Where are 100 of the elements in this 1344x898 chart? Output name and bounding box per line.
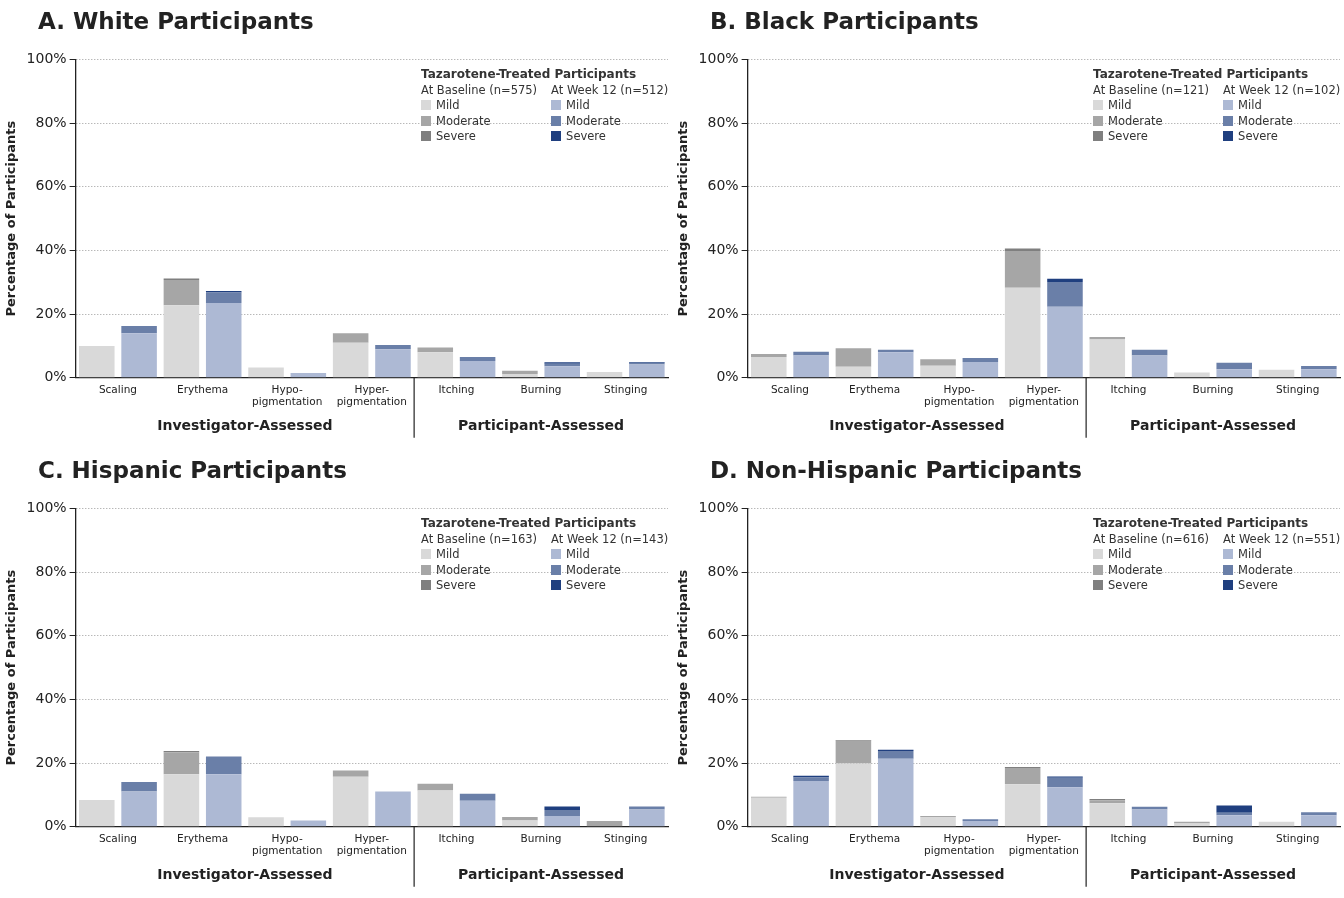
- y-tick-label: 80%: [707, 562, 739, 579]
- x-tick-label: Erythema: [849, 831, 901, 844]
- legend-label: Mild: [436, 547, 460, 562]
- legend-label: Severe: [436, 578, 476, 593]
- y-tick-label: 60%: [707, 177, 739, 194]
- x-tick-label: Burning: [520, 831, 562, 844]
- legend-label: Mild: [436, 98, 460, 113]
- legend-title: Tazarotene-Treated Participants: [421, 67, 638, 83]
- legend-label: Mild: [1238, 547, 1262, 562]
- y-tick-label: 60%: [35, 626, 67, 643]
- legend-label: Mild: [566, 98, 590, 113]
- x-tick-label: Hyper- pigmentation: [1008, 831, 1079, 857]
- x-tick-label: Stinging: [604, 831, 648, 844]
- annotation: At Baseline (n=616): [1093, 531, 1210, 548]
- y-tick-label: 80%: [35, 113, 67, 130]
- x-tick-label: Hyper- pigmentation: [336, 831, 407, 857]
- y-tick-label: 0%: [716, 817, 739, 834]
- legend-label: Moderate: [1108, 113, 1163, 128]
- text: Investigator-Assessed: [157, 866, 333, 883]
- legend-label: Moderate: [1108, 562, 1163, 577]
- x-tick-label: Stinging: [1276, 831, 1320, 844]
- y-tick-label: 100%: [26, 50, 67, 67]
- x-tick-label: Hypo- pigmentation: [924, 831, 995, 857]
- x-tick-label: Erythema: [849, 382, 901, 395]
- legend-label: Severe: [1108, 129, 1148, 144]
- x-tick-label: Burning: [1192, 382, 1234, 395]
- chart-title: B. Black Participants: [710, 8, 979, 34]
- y-axis-title: Percentage of Participants: [3, 120, 19, 317]
- x-tick-label: Itching: [1110, 382, 1147, 395]
- y-tick-label: 40%: [35, 241, 67, 258]
- legend-label: Severe: [1238, 129, 1278, 144]
- x-tick-label: Burning: [1192, 831, 1234, 844]
- x-tick-label: Scaling: [770, 831, 809, 844]
- x-tick-label: Itching: [438, 831, 475, 844]
- annotation: At Baseline (n=163): [421, 531, 538, 548]
- annotation: At Week 12 (n=102): [1223, 82, 1341, 99]
- y-tick-label: 40%: [35, 690, 67, 707]
- text: Investigator-Assessed: [829, 417, 1005, 434]
- legend-label: Moderate: [1238, 113, 1293, 128]
- y-tick-label: 20%: [707, 753, 739, 770]
- legend-title: Tazarotene-Treated Participants: [421, 516, 638, 532]
- y-tick-label: 100%: [698, 50, 739, 67]
- y-axis-title: Percentage of Participants: [3, 569, 19, 766]
- text: Investigator-Assessed: [829, 866, 1005, 883]
- x-tick-label: Hypo- pigmentation: [924, 382, 995, 408]
- legend-label: Moderate: [1238, 562, 1293, 577]
- y-tick-label: 40%: [707, 690, 739, 707]
- x-tick-label: Itching: [1110, 831, 1147, 844]
- x-tick-label: Hypo- pigmentation: [252, 831, 323, 857]
- x-tick-label: Scaling: [770, 382, 809, 395]
- y-axis-title: Percentage of Participants: [675, 120, 691, 317]
- annotation: At Baseline (n=121): [1093, 82, 1210, 99]
- y-tick-label: 20%: [707, 304, 739, 321]
- chart-title: C. Hispanic Participants: [38, 457, 347, 483]
- x-tick-label: Erythema: [177, 382, 229, 395]
- y-tick-label: 0%: [44, 817, 67, 834]
- x-tick-label: Scaling: [98, 382, 137, 395]
- text: Investigator-Assessed: [157, 417, 333, 434]
- x-tick-label: Scaling: [98, 831, 137, 844]
- text: Participant-Assessed: [1130, 866, 1297, 883]
- x-tick-label: Stinging: [1276, 382, 1320, 395]
- x-tick-label: Hyper- pigmentation: [1008, 382, 1079, 408]
- y-tick-label: 20%: [35, 753, 67, 770]
- legend-title: Tazarotene-Treated Participants: [1093, 67, 1310, 83]
- x-tick-label: Erythema: [177, 831, 229, 844]
- annotation: At Week 12 (n=143): [551, 531, 669, 548]
- legend-label: Moderate: [566, 113, 621, 128]
- x-tick-label: Burning: [520, 382, 562, 395]
- legend-label: Mild: [566, 547, 590, 562]
- legend-label: Moderate: [436, 562, 491, 577]
- x-tick-label: Stinging: [604, 382, 648, 395]
- legend-label: Severe: [1108, 578, 1148, 593]
- x-tick-label: Hyper- pigmentation: [336, 382, 407, 408]
- legend-label: Mild: [1108, 98, 1132, 113]
- legend-label: Severe: [566, 578, 606, 593]
- legend-label: Mild: [1108, 547, 1132, 562]
- x-tick-label: Hypo- pigmentation: [252, 382, 323, 408]
- legend-label: Severe: [436, 129, 476, 144]
- y-tick-label: 100%: [698, 499, 739, 516]
- y-tick-label: 80%: [707, 113, 739, 130]
- annotation: At Baseline (n=575): [421, 82, 538, 99]
- x-tick-label: Itching: [438, 382, 475, 395]
- text: Participant-Assessed: [1130, 417, 1297, 434]
- chart-title: D. Non-Hispanic Participants: [710, 457, 1083, 483]
- legend-label: Moderate: [566, 562, 621, 577]
- annotation: At Week 12 (n=551): [1223, 531, 1341, 548]
- y-tick-label: 60%: [707, 626, 739, 643]
- y-tick-label: 80%: [35, 562, 67, 579]
- text: Participant-Assessed: [458, 866, 625, 883]
- annotation: At Week 12 (n=512): [551, 82, 669, 99]
- y-tick-label: 60%: [35, 177, 67, 194]
- legend-label: Moderate: [436, 113, 491, 128]
- text: Participant-Assessed: [458, 417, 625, 434]
- y-tick-label: 100%: [26, 499, 67, 516]
- legend-label: Mild: [1238, 98, 1262, 113]
- y-axis-title: Percentage of Participants: [675, 569, 691, 766]
- y-tick-label: 40%: [707, 241, 739, 258]
- y-tick-label: 0%: [44, 368, 67, 385]
- y-tick-label: 20%: [35, 304, 67, 321]
- legend-label: Severe: [566, 129, 606, 144]
